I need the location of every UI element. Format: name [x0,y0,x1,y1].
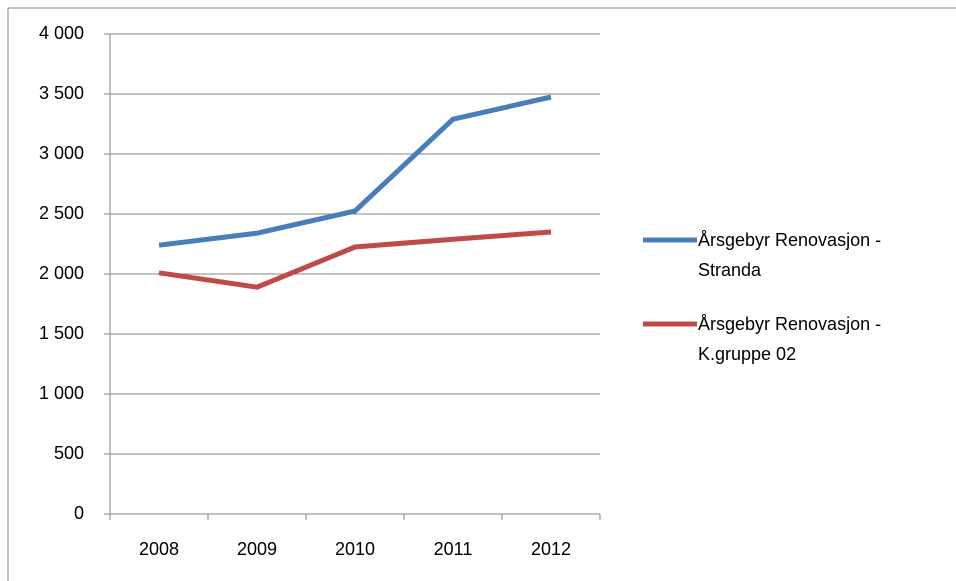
y-tick-label: 2 500 [39,203,84,223]
legend-label: Årsgebyr Renovasjon - Stranda [698,230,882,280]
y-tick-label: 1 000 [39,383,84,403]
y-tick-label: 3 000 [39,143,84,163]
y-tick-label: 500 [54,443,84,463]
x-tick-label: 2012 [531,539,571,559]
y-tick-label: 4 000 [39,23,84,43]
legend-label: Årsgebyr Renovasjon - K.gruppe 02 [698,314,882,364]
legend-item: Årsgebyr Renovasjon - Stranda [698,230,882,280]
x-tick-label: 2008 [139,539,179,559]
y-tick-label: 1 500 [39,323,84,343]
y-tick-label: 0 [74,503,84,523]
x-tick-label: 2009 [237,539,277,559]
series-line [158,94,552,248]
legend-item: Årsgebyr Renovasjon - K.gruppe 02 [698,314,882,364]
x-tick-label: 2011 [434,539,473,559]
x-tick-label: 2010 [335,539,375,559]
series-line [158,229,552,290]
y-tick-label: 2 000 [39,263,84,283]
y-tick-label: 3 500 [39,83,84,103]
